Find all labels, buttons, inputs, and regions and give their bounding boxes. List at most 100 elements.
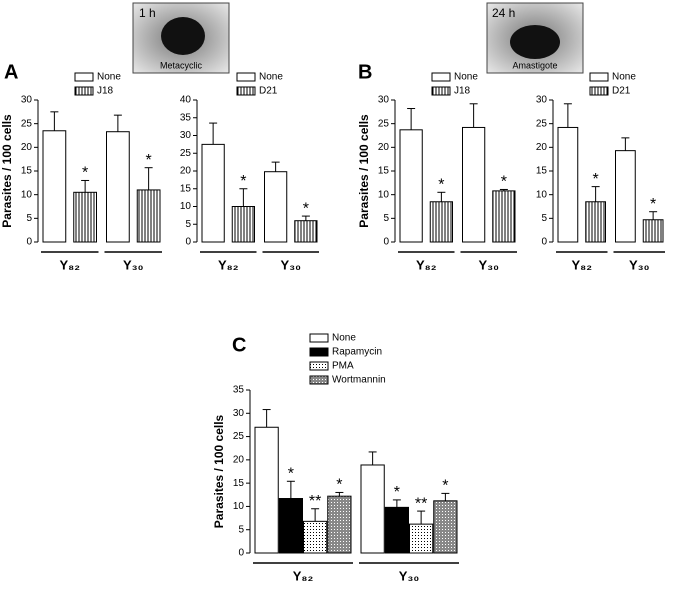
x-tick-label: Y₈₂ [218,257,239,272]
y-tick-label: 0 [541,237,547,248]
bar [73,191,97,243]
legend-label: J18 [97,86,114,97]
bar [360,464,385,554]
bar [201,143,225,243]
legend-swatch [74,86,94,96]
y-axis-label: Parasites / 100 cells [212,414,226,528]
bar-chart: 0 5 10 15 20 25 30 35 40 Y₈₂ Y₃₀ None D21 * * [180,72,319,272]
y-tick-label: 5 [383,213,389,224]
y-tick-label: 0 [26,237,32,248]
legend-swatch [309,333,329,343]
image-caption: Metacyclic [160,60,203,70]
y-tick-label: 20 [378,142,390,153]
legend-label: PMA [332,361,354,372]
y-tick-label: 10 [21,189,33,200]
x-tick-label: Y₈₂ [293,568,314,583]
significance-mark: ** [415,495,427,512]
x-tick-label: Y₃₀ [399,568,420,583]
legend-label: None [259,72,283,83]
bar-chart: 0 5 10 15 20 25 30 Y₈₂ Y₃₀ None D21 * * [536,72,665,272]
image-time: 24 h [492,6,515,20]
y-tick-label: 40 [180,95,192,106]
y-tick-label: 0 [185,237,191,248]
panel-letter: A [4,61,18,83]
x-tick-label: Y₈₂ [571,257,592,272]
legend-label: D21 [612,86,631,97]
significance-mark: * [146,152,152,169]
x-tick-label: Y₈₂ [59,257,80,272]
x-tick-label: Y₃₀ [478,257,499,272]
legend-swatch [431,86,451,96]
y-tick-label: 10 [233,501,245,512]
legend-swatch [74,72,94,82]
significance-mark: * [303,200,309,217]
significance-mark: * [442,478,448,495]
y-tick-label: 25 [536,118,548,129]
y-tick-label: 15 [536,166,548,177]
legend-swatch [236,72,256,82]
bar-chart: 0 5 10 15 20 25 30 35 Parasites / 100 cells Y₈₂ Y₃… [212,333,459,583]
y-tick-label: 5 [238,524,244,535]
significance-mark: * [593,171,599,188]
legend-swatch [589,86,609,96]
bar [106,131,130,243]
y-tick-label: 20 [21,142,33,153]
x-tick-label: Y₈₂ [416,257,437,272]
significance-mark: * [336,477,342,494]
bar [409,523,434,554]
y-tick-label: 15 [180,183,192,194]
y-tick-label: 0 [383,237,389,248]
panel-letter: C [232,334,246,356]
y-tick-label: 35 [233,385,245,396]
bar [585,201,606,243]
significance-mark: * [650,196,656,213]
y-tick-label: 30 [180,130,192,141]
x-tick-label: Y₃₀ [629,257,650,272]
y-tick-label: 15 [378,166,390,177]
y-tick-label: 20 [536,142,548,153]
y-tick-label: 10 [180,201,192,212]
bar [384,506,409,554]
bar [303,520,328,554]
y-tick-label: 30 [21,95,33,106]
y-tick-label: 30 [233,408,245,419]
legend-label: None [454,72,478,83]
bar [278,498,303,554]
bar-chart: 0 5 10 15 20 25 30 Parasites / 100 cells Y₈₂ Y₃₀ N… [357,72,517,272]
y-tick-label: 25 [21,118,33,129]
bar [557,126,579,243]
legend-label: J18 [454,86,471,97]
bar [136,189,161,243]
significance-mark: * [240,173,246,190]
significance-mark: * [394,484,400,501]
legend-label: D21 [259,86,278,97]
y-tick-label: 15 [233,478,245,489]
y-tick-label: 10 [536,189,548,200]
bar [462,126,486,243]
x-tick-label: Y₃₀ [280,257,301,272]
image-time: 1 h [139,6,156,20]
bar [294,220,318,243]
image-caption: Amastigote [512,60,557,70]
significance-mark: * [501,174,507,191]
y-axis-label: Parasites / 100 cells [357,114,371,228]
significance-mark: * [82,165,88,182]
y-tick-label: 5 [541,213,547,224]
bar [254,426,279,554]
legend-swatch [309,361,329,371]
y-tick-label: 0 [238,548,244,559]
y-tick-label: 15 [21,166,33,177]
y-tick-label: 35 [180,112,192,123]
y-axis-label: Parasites / 100 cells [0,114,14,228]
legend-swatch [431,72,451,82]
legend-label: Wortmannin [332,375,386,386]
y-tick-label: 30 [536,95,548,106]
significance-mark: ** [309,493,321,510]
y-tick-label: 25 [378,118,390,129]
bar [433,500,458,554]
bar [615,150,636,243]
micrograph: 1 h Metacyclic [132,2,230,74]
micrograph: 24 h Amastigote [486,2,584,74]
bar [399,129,423,243]
bar [327,495,352,554]
